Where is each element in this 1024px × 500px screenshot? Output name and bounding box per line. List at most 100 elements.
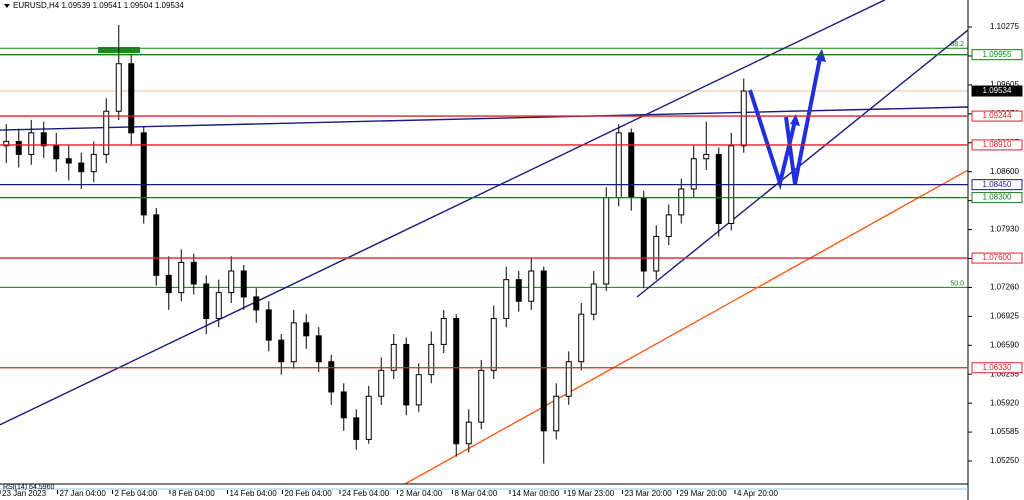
indicator-label: RSI(14) 64.5960 xyxy=(3,484,54,491)
candle-body xyxy=(290,322,297,363)
level-label-box xyxy=(971,192,1023,204)
fib-label: 50.0 xyxy=(950,280,964,287)
level-label: 1.08910 xyxy=(983,140,1012,149)
candle-body xyxy=(690,158,697,190)
candle-body xyxy=(240,270,247,298)
y-tick-label: 1.06925 xyxy=(990,311,1019,320)
trendline xyxy=(636,29,969,298)
candle-body xyxy=(165,274,172,294)
x-tick-label: 19 Mar 23:00 xyxy=(567,489,615,498)
candle-body xyxy=(3,140,10,147)
candle-body xyxy=(415,374,422,406)
level-label: 1.07600 xyxy=(983,253,1012,262)
candle-body xyxy=(190,261,197,285)
candle-body xyxy=(103,110,110,155)
candle-body xyxy=(403,343,410,406)
candle-body xyxy=(178,261,185,294)
candle-body xyxy=(353,417,360,440)
y-tick-label: 1.10275 xyxy=(990,22,1019,31)
level-label: 1.09534 xyxy=(983,86,1012,95)
candle-body xyxy=(265,309,272,341)
trendline xyxy=(404,169,969,485)
candle-body xyxy=(715,153,722,225)
candle-body xyxy=(140,132,147,216)
x-tick-label: 24 Feb 04:00 xyxy=(342,489,390,498)
level-label-box xyxy=(971,85,1023,97)
x-tick-label: 2 Mar 04:00 xyxy=(400,489,443,498)
level-label-box xyxy=(971,49,1023,61)
plot: 38.2 50.0 xyxy=(0,0,969,485)
level-label: 1.08300 xyxy=(983,193,1012,202)
x-tick-label: 8 Mar 04:00 xyxy=(455,489,498,498)
arrow-head xyxy=(815,49,826,62)
candle-body xyxy=(553,395,560,432)
arrow-head xyxy=(790,114,800,126)
candle-body xyxy=(40,132,47,147)
level-label-box xyxy=(971,362,1023,374)
candle-body xyxy=(203,283,210,320)
candle-body xyxy=(278,339,285,363)
candle-body xyxy=(28,132,35,155)
y-tick-label: 1.05920 xyxy=(990,398,1019,407)
candle-body xyxy=(90,153,97,173)
candle-body xyxy=(365,395,372,440)
level-label: 1.08450 xyxy=(983,180,1012,189)
candle-body xyxy=(628,132,635,199)
candle-body xyxy=(615,132,622,199)
candle-body xyxy=(640,197,647,272)
x-tick-label: 14 Feb 04:00 xyxy=(230,489,278,498)
candle-body xyxy=(253,296,260,311)
candle-body xyxy=(515,279,522,302)
candle-body xyxy=(453,318,460,445)
x-tick-label: 2 Feb 04:00 xyxy=(115,489,158,498)
candle-body xyxy=(578,313,585,363)
chart-title: EURUSD,H4 1.09539 1.09541 1.09504 1.0953… xyxy=(13,1,184,10)
candle-body xyxy=(128,63,135,134)
candle-body xyxy=(703,153,710,160)
y-tick-label: 1.09605 xyxy=(990,80,1019,89)
x-tick-label: 23 Jan 2023 xyxy=(2,489,47,498)
candle-body xyxy=(678,188,685,216)
trendline xyxy=(0,106,969,131)
candle-body xyxy=(428,343,435,376)
x-tick-label: 20 Feb 04:00 xyxy=(285,489,333,498)
x-tick-label: 14 Mar 00:00 xyxy=(512,489,560,498)
level-label-box xyxy=(971,139,1023,151)
candle-body xyxy=(78,162,85,173)
y-tick-label: 1.06590 xyxy=(990,340,1019,349)
candle-body xyxy=(378,369,385,397)
candle-body xyxy=(303,322,310,337)
level-label: 1.09955 xyxy=(983,50,1012,59)
candle-body xyxy=(490,318,497,371)
y-tick-label: 1.07930 xyxy=(990,225,1019,234)
candle-body xyxy=(565,361,572,397)
y-tick-label: 1.05250 xyxy=(990,456,1019,465)
level-label-box xyxy=(971,252,1023,264)
x-tick-label: 8 Feb 04:00 xyxy=(172,489,215,498)
x-tick-label: 4 Apr 20:00 xyxy=(737,489,778,498)
candle-body xyxy=(653,235,660,272)
candle-body xyxy=(115,63,122,112)
level-label: 1.09244 xyxy=(983,111,1012,120)
candle-body xyxy=(465,421,472,445)
menu-triangle xyxy=(4,4,10,8)
candle-body xyxy=(503,279,510,320)
candle-body xyxy=(228,270,235,294)
y-tick-label: 1.06255 xyxy=(990,369,1019,378)
x-tick-label: 23 Mar 20:00 xyxy=(625,489,673,498)
candle-body xyxy=(740,90,747,147)
candle-body xyxy=(528,270,535,302)
candle-body xyxy=(478,369,485,423)
candle-body xyxy=(153,214,160,276)
level-label-box xyxy=(971,110,1023,122)
y-tick-label: 1.05585 xyxy=(990,427,1019,436)
candle-body xyxy=(590,283,597,315)
candle-body xyxy=(540,270,547,432)
y-tick-label: 1.08600 xyxy=(990,167,1019,176)
candle-body xyxy=(603,197,610,285)
candle-body xyxy=(440,318,447,345)
x-tick-label: 29 Mar 20:00 xyxy=(680,489,728,498)
